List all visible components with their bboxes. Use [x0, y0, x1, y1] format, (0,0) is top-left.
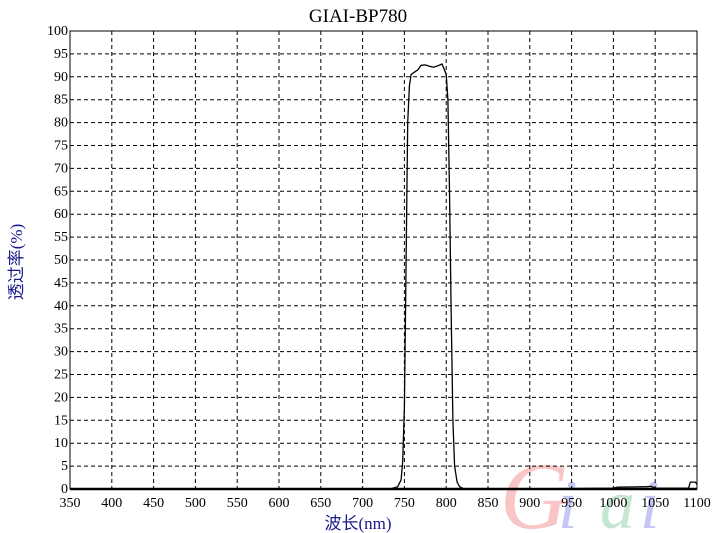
- y-tick-label: 25: [54, 368, 68, 383]
- y-tick-label: 5: [61, 459, 68, 474]
- x-tick-label: 850: [478, 496, 499, 511]
- x-tick-label: 1000: [599, 496, 627, 511]
- x-tick-label: 950: [561, 496, 582, 511]
- y-tick-label: 75: [54, 139, 68, 154]
- x-tick-label: 800: [436, 496, 457, 511]
- watermark-letter: i: [558, 467, 577, 533]
- x-tick-label: 1050: [641, 496, 669, 511]
- x-tick-label: 550: [227, 496, 248, 511]
- y-tick-label: 30: [54, 345, 68, 360]
- y-tick-label: 60: [54, 207, 68, 222]
- y-tick-label: 100: [47, 24, 68, 39]
- y-tick-label: 65: [54, 184, 68, 199]
- x-tick-label: 750: [394, 496, 415, 511]
- x-tick-label: 1100: [683, 496, 710, 511]
- y-tick-label: 0: [61, 482, 68, 497]
- x-tick-label: 400: [101, 496, 122, 511]
- y-tick-label: 40: [54, 299, 68, 314]
- y-tick-label: 95: [54, 47, 68, 62]
- x-tick-label: 600: [269, 496, 290, 511]
- x-tick-label: 700: [352, 496, 373, 511]
- y-tick-label: 10: [54, 436, 68, 451]
- x-tick-label: 900: [519, 496, 540, 511]
- y-tick-label: 90: [54, 70, 68, 85]
- y-tick-label: 80: [54, 116, 68, 131]
- tick-labels: 350 400 450 500 550 600 650 700 750 800 850 900 950 1…: [47, 24, 711, 511]
- x-tick-label: 650: [310, 496, 331, 511]
- series-line: [70, 63, 698, 490]
- y-tick-label: 45: [54, 276, 68, 291]
- watermark-letter: i: [640, 467, 659, 533]
- y-tick-label: 20: [54, 390, 68, 405]
- y-axis-label: 透过率(%): [7, 224, 26, 300]
- grid: [70, 31, 697, 489]
- x-tick-label: 450: [143, 496, 164, 511]
- y-tick-label: 15: [54, 413, 68, 428]
- x-axis-label: 波长(nm): [324, 514, 391, 533]
- y-tick-label: 50: [54, 253, 68, 268]
- x-tick-label: 500: [185, 496, 206, 511]
- y-tick-label: 85: [54, 93, 68, 108]
- x-tick-label: 350: [60, 496, 81, 511]
- watermark-letter: a: [600, 467, 635, 533]
- y-tick-label: 35: [54, 322, 68, 337]
- chart-title: GIAI-BP780: [309, 6, 407, 27]
- y-tick-label: 55: [54, 230, 68, 245]
- y-tick-label: 70: [54, 161, 68, 176]
